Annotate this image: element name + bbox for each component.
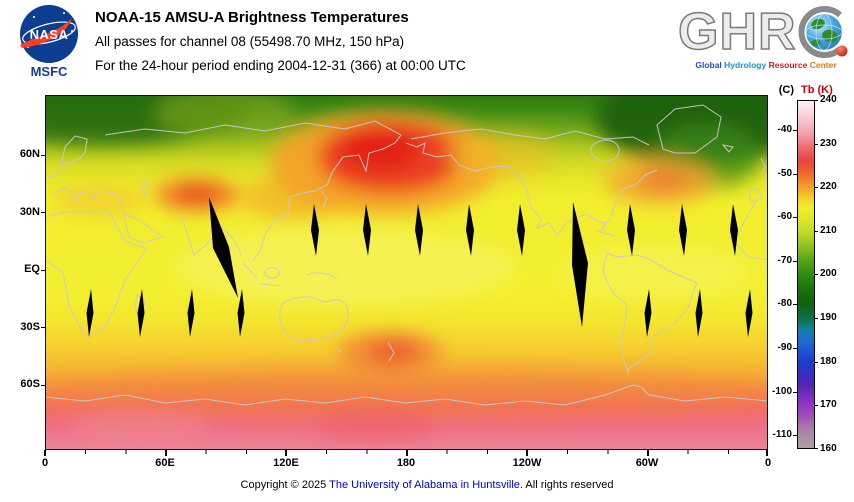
copyright-prefix: Copyright © 2025 <box>240 479 330 491</box>
brightness-temperature-map <box>45 95 768 450</box>
lon-tick-label: 0 <box>764 457 772 469</box>
colorbar-k-tick: 230 <box>820 138 837 149</box>
colorbar-kelvin-label: Tb (K) <box>801 84 833 96</box>
lat-tick-label: EQ <box>24 263 40 275</box>
colorbar <box>797 100 815 449</box>
lon-tick-mark <box>44 450 46 456</box>
colorbar-k-tick-mark <box>814 448 818 449</box>
colorbar-c-tick: -40 <box>777 124 792 135</box>
lon-tick-label: 180 <box>396 457 416 469</box>
lon-tick-mark <box>285 450 287 456</box>
nasa-logo-icon: NASA <box>20 5 78 63</box>
colorbar-c-tick-mark <box>793 217 797 218</box>
nasa-logo-text: NASA <box>30 27 69 42</box>
colorbar-k-tick: 210 <box>820 225 837 236</box>
lat-tick-label: 30N <box>19 206 40 218</box>
colorbar-c-tick-mark <box>793 174 797 175</box>
lat-tick-label: 60N <box>19 148 40 160</box>
colorbar-k-tick: 180 <box>820 356 837 367</box>
coastlines <box>45 104 768 406</box>
colorbar-k-tick: 170 <box>820 399 837 410</box>
colorbar-k-tick: 190 <box>820 312 837 323</box>
lon-tick-mark <box>165 450 167 456</box>
ghrc-tagline: Global Hydrology Resource Center <box>678 60 854 70</box>
colorbar-c-tick: -90 <box>777 342 792 353</box>
lon-tick-label: 60W <box>635 457 659 469</box>
copyright-university-link[interactable]: The University of Alabama in Huntsville <box>329 479 520 491</box>
lat-tick-mark <box>41 270 45 271</box>
colorbar-c-tick: -60 <box>777 211 792 222</box>
ghrc-letters: GHR <box>678 3 797 60</box>
colorbar-k-tick-mark <box>814 362 818 363</box>
swath-gap-shapes <box>86 197 753 337</box>
colorbar-c-tick-mark <box>793 435 797 436</box>
lat-tick-label: 30S <box>20 321 40 333</box>
page-title: NOAA-15 AMSU-A Brightness Temperatures <box>95 9 409 26</box>
lat-tick-label: 60S <box>20 378 40 390</box>
colorbar-k-tick-mark <box>814 100 818 101</box>
ghrc-logo-icon: GHR <box>678 2 848 60</box>
lon-tick-label: 120E <box>273 457 299 469</box>
page-subtitle: All passes for channel 08 (55498.70 MHz,… <box>95 34 405 49</box>
colorbar-c-tick-mark <box>793 304 797 305</box>
lon-tick-label: 0 <box>41 457 49 469</box>
colorbar-k-tick-mark <box>814 144 818 145</box>
colorbar-c-tick: -50 <box>777 168 792 179</box>
colorbar-k-tick-mark <box>814 318 818 319</box>
ghrc-tagline-word: Hydrology <box>724 60 767 70</box>
colorbar-c-tick: -110 <box>772 429 792 440</box>
lon-tick-label: 120W <box>512 457 542 469</box>
page-period-line: For the 24-hour period ending 2004-12-31… <box>95 58 466 73</box>
colorbar-k-tick-mark <box>814 405 818 406</box>
colorbar-c-tick-mark <box>793 392 797 393</box>
colorbar-k-tick: 160 <box>820 443 837 454</box>
ghrc-tagline-word: Global <box>695 60 722 70</box>
colorbar-c-tick: -70 <box>777 255 792 266</box>
lon-tick-mark <box>647 450 649 456</box>
tb-field-anomalies <box>45 95 768 441</box>
lon-tick-mark <box>526 450 528 456</box>
lat-tick-mark <box>41 327 45 328</box>
ghrc-tagline-word: Resource <box>768 60 808 70</box>
colorbar-c-tick: -100 <box>771 386 792 397</box>
copyright-suffix: . All rights reserved <box>519 479 614 491</box>
colorbar-k-tick: 200 <box>820 268 837 279</box>
lat-tick-mark <box>41 155 45 156</box>
ghrc-tagline-word: Center <box>809 60 837 70</box>
colorbar-k-tick-mark <box>814 274 818 275</box>
colorbar-k-tick-mark <box>814 187 818 188</box>
copyright-line: Copyright © 2025 The University of Alaba… <box>0 479 854 491</box>
colorbar-c-tick-mark <box>793 261 797 262</box>
ghrc-letter-c <box>798 6 843 58</box>
lon-tick-mark <box>406 450 408 456</box>
colorbar-c-tick-mark <box>793 348 797 349</box>
msfc-label: MSFC <box>30 64 68 79</box>
lat-tick-mark <box>41 212 45 213</box>
colorbar-k-tick-mark <box>814 231 818 232</box>
colorbar-c-tick: -80 <box>777 298 792 309</box>
lat-tick-mark <box>41 385 45 386</box>
colorbar-k-tick: 240 <box>820 94 837 105</box>
lon-tick-label: 60E <box>155 457 175 469</box>
colorbar-c-tick-mark <box>793 130 797 131</box>
colorbar-celsius-label: (C) <box>778 84 794 96</box>
colorbar-k-tick: 220 <box>820 181 837 192</box>
ghrc-red-ball-icon <box>836 45 848 57</box>
lon-tick-mark <box>766 450 768 456</box>
